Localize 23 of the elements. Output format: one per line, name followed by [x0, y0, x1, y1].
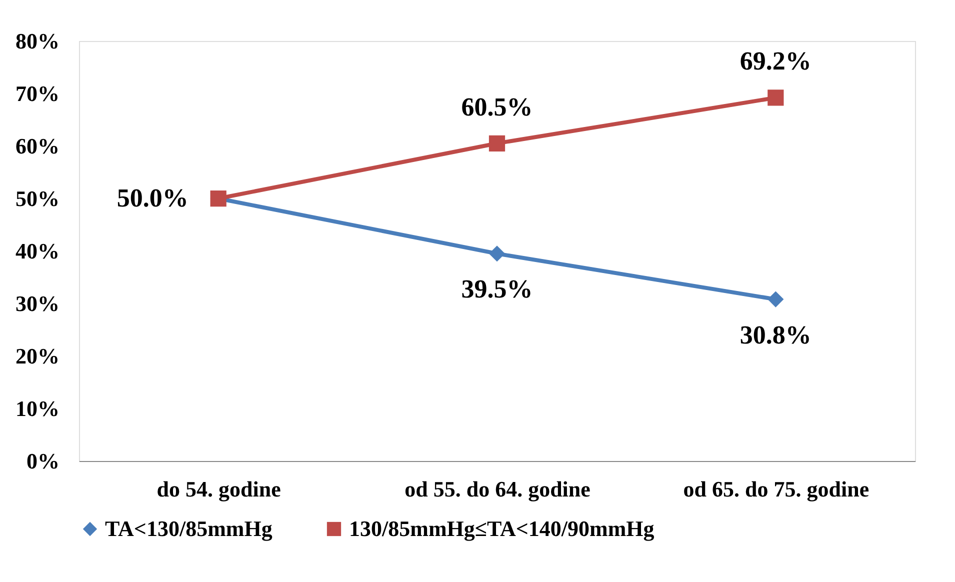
point	[768, 291, 784, 308]
y-tick-label: 0%	[26, 448, 60, 474]
y-tick-label: 10%	[16, 396, 60, 421]
data-label: 50.0%	[116, 184, 188, 212]
data-label: 69.2%	[740, 46, 812, 76]
y-tick-label: 30%	[16, 291, 60, 316]
y-tick-label: 20%	[16, 344, 60, 368]
x-tick-label: do 54. godine	[156, 476, 282, 502]
legend-label: TA<130/85mmHg	[105, 516, 272, 541]
y-tick-label: 70%	[16, 81, 60, 106]
point	[488, 246, 506, 262]
y-tick-label: 80%	[16, 28, 60, 54]
y-tick-label: 60%	[16, 134, 60, 158]
y-tick-label: 50%	[16, 186, 60, 211]
data-label: 60.5%	[461, 92, 533, 122]
legend-label: 130/85mmHg≤TA<140/90mmHg	[349, 516, 654, 541]
x-tick-label: od 65. do 75. godine	[683, 476, 870, 502]
x-tick-label: od 55. do 64. godine	[404, 476, 591, 502]
y-tick-label: 40%	[16, 238, 60, 264]
point	[488, 135, 506, 152]
point	[768, 90, 784, 106]
data-label: 39.5%	[461, 274, 533, 304]
data-label: 30.8%	[740, 320, 812, 350]
